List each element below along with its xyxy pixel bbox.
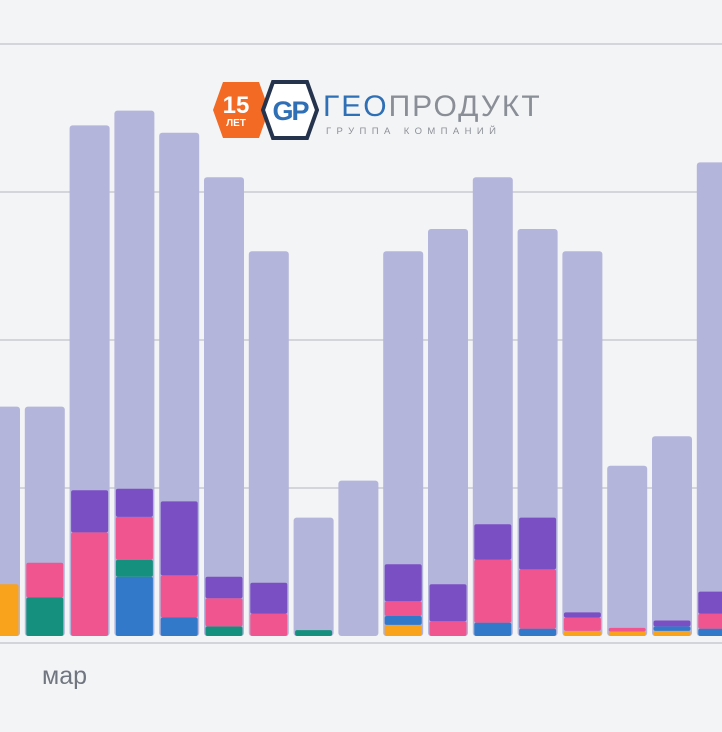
bar-pink-3	[71, 532, 108, 636]
bar-purple-5	[161, 501, 198, 575]
brand-name: ГЕОПРОДУКТ	[323, 90, 542, 124]
bar-blue-16	[654, 626, 691, 630]
bar-teal-6	[206, 626, 243, 636]
bar-total-17	[697, 162, 722, 636]
bar-total-7	[249, 251, 289, 636]
bar-blue-12	[474, 623, 511, 636]
bar-pink-5	[161, 575, 198, 617]
bar-blue-10	[385, 616, 422, 625]
bar-total-9	[338, 481, 378, 636]
brand-tagline: ГРУППА КОМПАНИЙ	[326, 126, 501, 137]
bar-orange-14	[564, 631, 601, 636]
bar-purple-6	[206, 577, 243, 598]
bar-total-11	[428, 229, 468, 636]
bar-teal-2	[26, 598, 63, 636]
logo-anniversary-word: ЛЕТ	[226, 118, 246, 129]
bar-orange-1	[0, 584, 19, 636]
bar-pink-6	[206, 598, 243, 626]
brand-name-geo: ГЕО	[323, 90, 389, 123]
bar-purple-14	[564, 612, 601, 617]
company-logo: 15 ЛЕТ GP ГЕОПРОДУКТ ГРУППА КОМПАНИЙ	[213, 80, 533, 144]
bars	[0, 111, 722, 636]
bar-pink-12	[474, 560, 511, 623]
bar-orange-16	[654, 631, 691, 636]
bar-total-15	[607, 466, 647, 636]
bar-purple-4	[116, 489, 153, 517]
bar-purple-11	[430, 584, 467, 621]
bar-pink-11	[430, 621, 467, 636]
bar-teal-8	[295, 630, 332, 636]
bar-blue-4	[116, 577, 153, 636]
bar-blue-17	[698, 629, 722, 636]
bar-purple-10	[385, 564, 422, 601]
bar-pink-17	[698, 614, 722, 629]
bar-orange-10	[385, 625, 422, 636]
bar-total-8	[294, 518, 334, 636]
bar-pink-10	[385, 601, 422, 616]
bar-purple-12	[474, 524, 511, 560]
bar-purple-17	[698, 592, 722, 614]
bar-pink-15	[609, 628, 646, 632]
bar-pink-2	[26, 563, 63, 598]
bar-purple-13	[519, 518, 556, 570]
bar-total-6	[204, 177, 244, 636]
bar-pink-14	[564, 618, 601, 631]
bar-total-14	[562, 251, 602, 636]
logo-anniversary-number: 15	[223, 92, 250, 119]
logo-monogram: GP	[272, 96, 309, 126]
bar-teal-4	[116, 560, 153, 577]
bar-purple-3	[71, 490, 108, 532]
bar-total-16	[652, 436, 692, 636]
bar-pink-4	[116, 517, 153, 560]
bar-orange-15	[609, 632, 646, 636]
bar-purple-16	[654, 620, 691, 626]
bar-blue-13	[519, 629, 556, 636]
logo-emblem: 15 ЛЕТ GP	[213, 80, 319, 140]
bar-pink-13	[519, 569, 556, 628]
bar-purple-7	[250, 583, 287, 614]
x-tick-label: мар	[42, 662, 87, 691]
bar-blue-5	[161, 618, 198, 637]
brand-name-product: ПРОДУКТ	[389, 90, 542, 123]
bar-pink-7	[250, 614, 287, 636]
